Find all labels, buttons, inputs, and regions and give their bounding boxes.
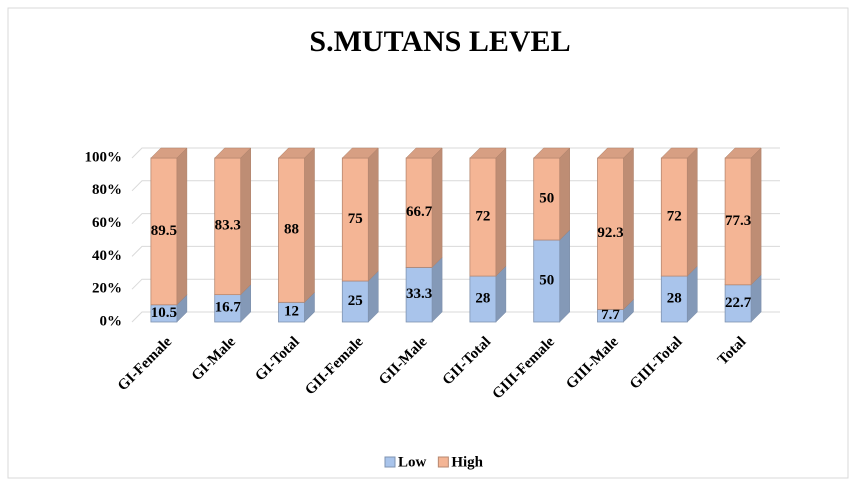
bar-side bbox=[304, 147, 315, 303]
y-tick-label: 80% bbox=[92, 182, 122, 198]
bar-top bbox=[469, 147, 507, 159]
bar-side bbox=[687, 147, 698, 277]
bar bbox=[278, 157, 305, 303]
bar bbox=[597, 157, 624, 310]
bar-side bbox=[495, 147, 507, 277]
bar-side bbox=[368, 147, 379, 282]
legend-label: High bbox=[451, 454, 483, 470]
bar-side bbox=[623, 147, 634, 310]
bar-side bbox=[559, 147, 570, 241]
legend-swatch bbox=[437, 456, 449, 468]
data-label: 77.3 bbox=[725, 213, 751, 229]
data-label: 50 bbox=[539, 272, 554, 288]
data-label: 7.7 bbox=[601, 307, 620, 323]
data-label: 28 bbox=[667, 290, 682, 306]
bar-side bbox=[559, 229, 570, 323]
data-label: 50 bbox=[539, 190, 554, 206]
data-label: 33.3 bbox=[406, 286, 432, 302]
y-tick-label: 0% bbox=[100, 313, 123, 329]
bar bbox=[341, 280, 369, 323]
bar bbox=[214, 294, 242, 323]
bar-top bbox=[277, 147, 316, 159]
bar-side bbox=[750, 147, 762, 286]
data-label: 72 bbox=[475, 208, 490, 224]
data-label: 22.7 bbox=[725, 295, 752, 311]
legend-swatch bbox=[384, 456, 396, 468]
data-label: 10.5 bbox=[151, 305, 177, 321]
bar bbox=[469, 157, 497, 277]
data-label: 66.7 bbox=[406, 204, 433, 220]
bar-top bbox=[405, 147, 443, 159]
bar-side bbox=[240, 147, 251, 296]
data-label: 72 bbox=[667, 208, 682, 224]
data-label: 89.5 bbox=[151, 223, 177, 239]
bar-top bbox=[533, 147, 571, 159]
bar-top bbox=[596, 147, 635, 159]
bar-top bbox=[341, 147, 379, 159]
data-label: 88 bbox=[284, 222, 299, 238]
bar-side bbox=[431, 147, 443, 268]
bar bbox=[405, 157, 433, 268]
data-label: 25 bbox=[348, 293, 363, 309]
bar-top bbox=[214, 147, 252, 159]
data-label: 12 bbox=[284, 304, 299, 320]
bar-side bbox=[431, 256, 443, 323]
y-tick-label: 100% bbox=[85, 149, 123, 165]
bar-top bbox=[150, 147, 188, 159]
bar-top bbox=[724, 147, 762, 159]
data-label: 92.3 bbox=[597, 225, 623, 241]
bar bbox=[341, 157, 369, 282]
y-tick-label: 20% bbox=[92, 281, 122, 297]
y-tick-label: 60% bbox=[92, 215, 122, 231]
y-tick-label: 40% bbox=[92, 248, 122, 264]
bar-side bbox=[176, 147, 188, 306]
legend-label: Low bbox=[398, 454, 427, 470]
chart-title: S.MUTANS LEVEL bbox=[309, 25, 570, 58]
bar bbox=[724, 157, 752, 286]
data-label: 83.3 bbox=[215, 218, 241, 234]
bar bbox=[214, 157, 242, 296]
bar-top bbox=[660, 147, 698, 159]
bar bbox=[660, 157, 688, 277]
data-label: 75 bbox=[348, 211, 363, 227]
data-label: 16.7 bbox=[215, 300, 242, 316]
data-label: 28 bbox=[475, 290, 490, 306]
bar bbox=[533, 239, 561, 323]
